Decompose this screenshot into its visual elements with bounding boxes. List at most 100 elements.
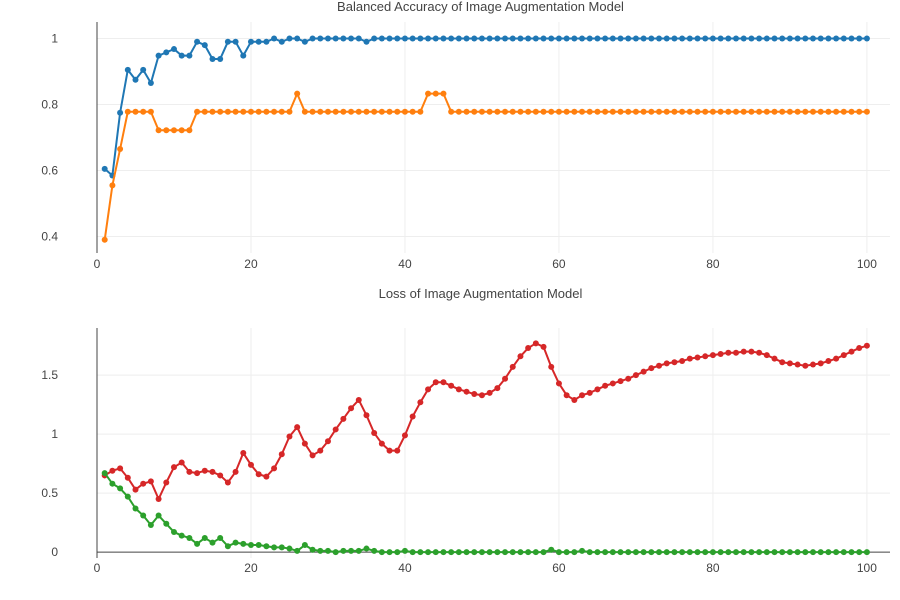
data-point — [525, 549, 532, 556]
x-tick-label: 60 — [552, 561, 566, 575]
data-point — [532, 549, 539, 556]
data-point — [378, 549, 385, 556]
data-point — [810, 549, 817, 556]
series-2 — [101, 470, 870, 556]
data-point — [378, 108, 385, 115]
data-point — [771, 35, 778, 42]
data-point — [317, 547, 324, 554]
data-point — [709, 108, 716, 115]
data-point — [617, 35, 624, 42]
data-point — [640, 35, 647, 42]
data-point — [371, 35, 378, 42]
data-point — [725, 549, 732, 556]
data-point — [348, 35, 355, 42]
data-point — [579, 108, 586, 115]
data-point — [686, 355, 693, 362]
data-point — [478, 108, 485, 115]
data-point — [563, 35, 570, 42]
data-point — [224, 38, 231, 45]
chart-title: Balanced Accuracy of Image Augmentation … — [337, 0, 624, 14]
data-point — [579, 392, 586, 399]
data-point — [632, 108, 639, 115]
data-point — [363, 38, 370, 45]
data-point — [217, 55, 224, 62]
data-point — [509, 363, 516, 370]
data-point — [348, 405, 355, 412]
data-point — [309, 35, 316, 42]
data-point — [686, 549, 693, 556]
data-point — [663, 549, 670, 556]
data-point — [817, 549, 824, 556]
data-point — [656, 549, 663, 556]
data-point — [748, 348, 755, 355]
data-point — [463, 35, 470, 42]
data-point — [540, 343, 547, 350]
y-tick-label: 0.5 — [41, 486, 58, 500]
data-point — [663, 108, 670, 115]
data-point — [340, 547, 347, 554]
data-point — [301, 38, 308, 45]
data-point — [170, 46, 177, 53]
data-point — [109, 480, 116, 487]
data-point — [163, 49, 170, 56]
y-tick-label: 0 — [51, 545, 58, 559]
series-1 — [101, 340, 870, 503]
data-point — [448, 382, 455, 389]
data-point — [340, 108, 347, 115]
data-point — [263, 38, 270, 45]
data-point — [170, 464, 177, 471]
data-point — [709, 549, 716, 556]
data-point — [517, 353, 524, 360]
data-point — [417, 35, 424, 42]
data-point — [856, 549, 863, 556]
data-point — [217, 534, 224, 541]
data-point — [109, 467, 116, 474]
data-point — [147, 521, 154, 528]
data-point — [502, 108, 509, 115]
data-point — [117, 485, 124, 492]
data-point — [555, 549, 562, 556]
data-point — [571, 108, 578, 115]
data-point — [848, 348, 855, 355]
data-point — [802, 549, 809, 556]
data-point — [656, 35, 663, 42]
data-point — [417, 399, 424, 406]
data-point — [594, 386, 601, 393]
data-point — [224, 543, 231, 550]
data-point — [756, 349, 763, 356]
data-point — [494, 549, 501, 556]
y-tick-label: 0.8 — [41, 98, 58, 112]
series-line — [104, 342, 868, 501]
data-point — [771, 355, 778, 362]
data-point — [425, 35, 432, 42]
data-point — [679, 358, 686, 365]
data-point — [448, 35, 455, 42]
data-point — [679, 108, 686, 115]
data-point — [178, 532, 185, 539]
data-point — [286, 35, 293, 42]
data-point — [163, 520, 170, 527]
data-point — [609, 380, 616, 387]
data-point — [748, 35, 755, 42]
data-point — [840, 352, 847, 359]
data-point — [802, 108, 809, 115]
data-point — [140, 66, 147, 73]
data-point — [563, 549, 570, 556]
data-point — [686, 35, 693, 42]
data-point — [355, 547, 362, 554]
data-point — [702, 353, 709, 360]
data-point — [124, 66, 131, 73]
data-point — [656, 108, 663, 115]
data-point — [586, 108, 593, 115]
data-point — [432, 35, 439, 42]
data-point — [455, 35, 462, 42]
data-point — [617, 549, 624, 556]
data-point — [717, 108, 724, 115]
data-point — [779, 35, 786, 42]
data-point — [463, 549, 470, 556]
data-point — [833, 549, 840, 556]
data-point — [740, 549, 747, 556]
data-point — [147, 478, 154, 485]
data-point — [794, 549, 801, 556]
data-point — [294, 547, 301, 554]
